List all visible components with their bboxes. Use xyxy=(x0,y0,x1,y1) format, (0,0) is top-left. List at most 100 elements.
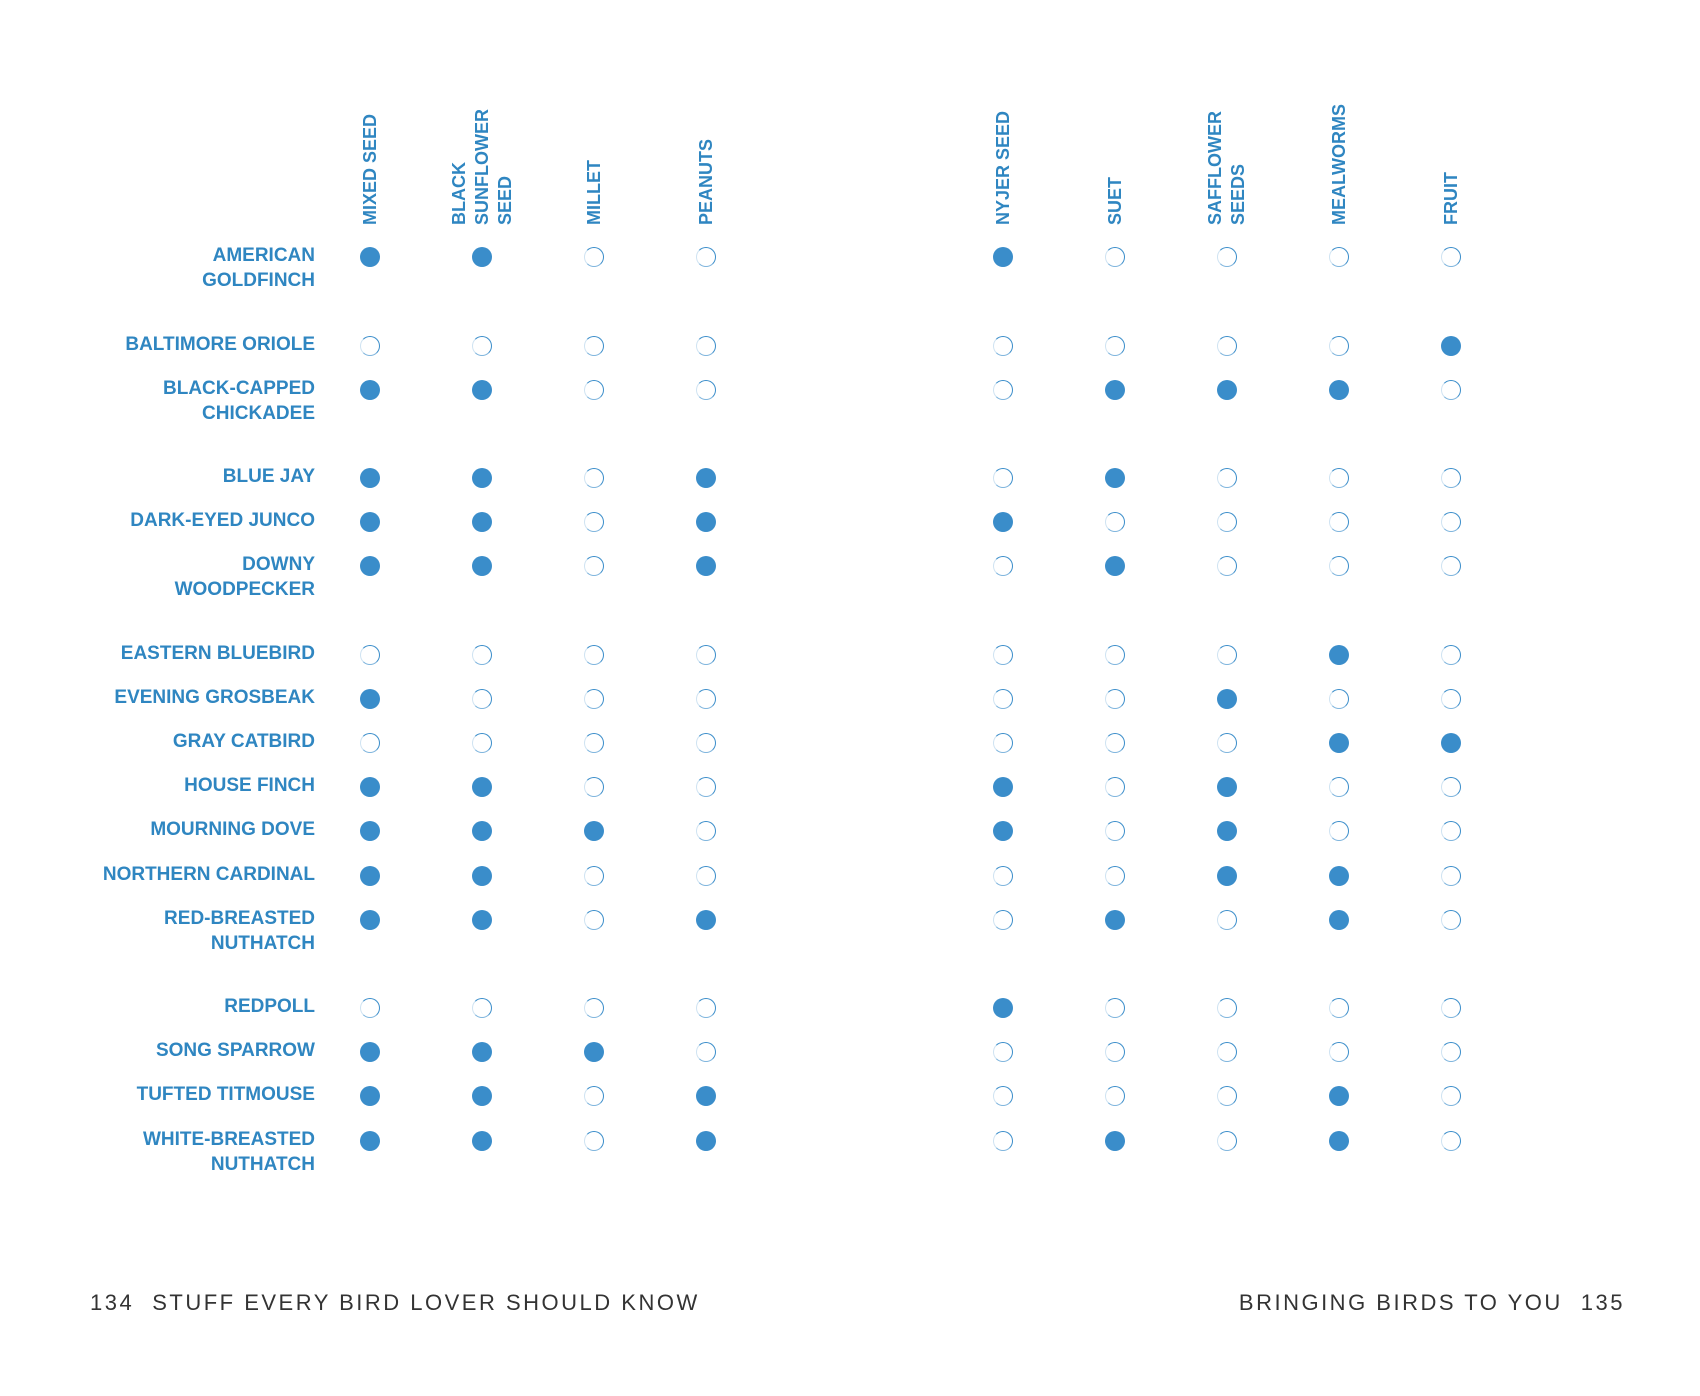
empty-dot xyxy=(696,998,716,1018)
bird-name-line: SONG SPARROW xyxy=(155,1040,315,1061)
filled-dot xyxy=(1217,689,1237,709)
bird-name-line: REDPOLL xyxy=(224,996,315,1017)
bird-name-line: RED-BREASTED xyxy=(164,908,315,929)
filled-dot xyxy=(1105,910,1125,930)
bird-name: TUFTED TITMOUSE xyxy=(35,1082,315,1107)
bird-name: SONG SPARROW xyxy=(35,1038,315,1063)
empty-dot xyxy=(1441,645,1461,665)
filled-dot xyxy=(1441,336,1461,356)
bird-name-line: DOWNY xyxy=(242,554,315,575)
filled-dot xyxy=(696,512,716,532)
empty-dot xyxy=(472,336,492,356)
filled-dot xyxy=(360,910,380,930)
filled-dot xyxy=(472,512,492,532)
empty-dot xyxy=(584,247,604,267)
empty-dot xyxy=(1105,645,1125,665)
empty-dot xyxy=(1217,556,1237,576)
column-header-line: SUET xyxy=(1104,176,1125,225)
empty-dot xyxy=(696,777,716,797)
column-header-line: FRUIT xyxy=(1440,172,1461,225)
left-running-title: STUFF EVERY BIRD LOVER SHOULD KNOW xyxy=(152,1290,700,1315)
column-header-line: SUNFLOWER xyxy=(471,109,492,225)
empty-dot xyxy=(1441,998,1461,1018)
filled-dot xyxy=(993,998,1013,1018)
filled-dot xyxy=(360,777,380,797)
empty-dot xyxy=(584,777,604,797)
empty-dot xyxy=(1329,556,1349,576)
bird-name-line: BLUE JAY xyxy=(222,466,315,487)
column-header-line: SAFFLOWER xyxy=(1205,111,1225,225)
empty-dot xyxy=(1105,512,1125,532)
empty-dot xyxy=(993,1042,1013,1062)
bird-name: AMERICAN GOLDFINCH xyxy=(35,243,315,293)
empty-dot xyxy=(360,998,380,1018)
empty-dot xyxy=(696,821,716,841)
bird-name-line: NORTHERN CARDINAL xyxy=(102,864,315,885)
filled-dot xyxy=(993,512,1013,532)
empty-dot xyxy=(696,380,716,400)
filled-dot xyxy=(1217,380,1237,400)
column-header: SAFFLOWER SEEDS xyxy=(1204,111,1250,225)
filled-dot xyxy=(360,468,380,488)
empty-dot xyxy=(696,689,716,709)
bird-name: HOUSE FINCH xyxy=(35,773,315,798)
empty-dot xyxy=(1217,336,1237,356)
empty-dot xyxy=(1105,1086,1125,1106)
empty-dot xyxy=(472,689,492,709)
empty-dot xyxy=(1441,380,1461,400)
filled-dot xyxy=(1105,1131,1125,1151)
bird-name-line: GOLDFINCH xyxy=(202,270,315,291)
empty-dot xyxy=(1441,910,1461,930)
empty-dot xyxy=(1441,866,1461,886)
empty-dot xyxy=(584,512,604,532)
empty-dot xyxy=(360,336,380,356)
empty-dot xyxy=(1105,821,1125,841)
empty-dot xyxy=(1217,998,1237,1018)
empty-dot xyxy=(360,733,380,753)
filled-dot xyxy=(360,512,380,532)
empty-dot xyxy=(1329,998,1349,1018)
empty-dot xyxy=(1105,777,1125,797)
column-header: PEANUTS xyxy=(695,139,718,225)
bird-name: BLACK-CAPPED CHICKADEE xyxy=(35,376,315,426)
filled-dot xyxy=(360,1086,380,1106)
filled-dot xyxy=(696,468,716,488)
empty-dot xyxy=(1105,1042,1125,1062)
filled-dot xyxy=(993,777,1013,797)
filled-dot xyxy=(1329,866,1349,886)
column-header: MILLET xyxy=(583,160,606,225)
bird-name-line: NUTHATCH xyxy=(210,933,315,954)
empty-dot xyxy=(1105,247,1125,267)
empty-dot xyxy=(1329,512,1349,532)
empty-dot xyxy=(1217,645,1237,665)
bird-name-line: EASTERN BLUEBIRD xyxy=(120,643,315,664)
bird-name: EVENING GROSBEAK xyxy=(35,685,315,710)
empty-dot xyxy=(584,733,604,753)
empty-dot xyxy=(696,866,716,886)
filled-dot xyxy=(696,1131,716,1151)
empty-dot xyxy=(1441,556,1461,576)
filled-dot xyxy=(1441,733,1461,753)
bird-name-line: DARK-EYED JUNCO xyxy=(130,510,315,531)
bird-name-line: WHITE-BREASTED xyxy=(142,1129,315,1150)
filled-dot xyxy=(696,556,716,576)
filled-dot xyxy=(993,821,1013,841)
filled-dot xyxy=(584,821,604,841)
empty-dot xyxy=(1329,1042,1349,1062)
bird-name: RED-BREASTED NUTHATCH xyxy=(35,906,315,956)
column-header-line: BLACK xyxy=(448,162,469,225)
bird-name: GRAY CATBIRD xyxy=(35,729,315,754)
filled-dot xyxy=(1329,380,1349,400)
empty-dot xyxy=(1329,689,1349,709)
filled-dot xyxy=(472,1131,492,1151)
filled-dot xyxy=(1329,1086,1349,1106)
filled-dot xyxy=(1329,910,1349,930)
filled-dot xyxy=(360,556,380,576)
empty-dot xyxy=(1329,336,1349,356)
bird-name: BLUE JAY xyxy=(35,464,315,489)
left-page-footer: 134 STUFF EVERY BIRD LOVER SHOULD KNOW xyxy=(90,1290,700,1316)
empty-dot xyxy=(1105,866,1125,886)
bird-name-line: AMERICAN xyxy=(212,245,315,266)
bird-name-line: BLACK-CAPPED xyxy=(163,378,315,399)
